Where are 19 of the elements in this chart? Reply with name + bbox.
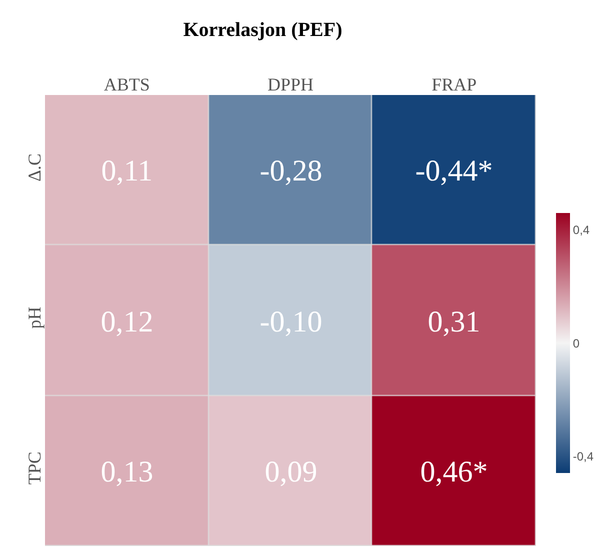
data-label: 0,46* [420,456,488,488]
color-bar-label: -0,4 [572,449,594,464]
y-tick-label: Δ.C [24,153,44,182]
color-bar-label: 0,4 [572,223,590,238]
color-bar-label: 0 [572,336,580,350]
x-tick-label: DPPH [267,74,314,94]
y-tick-label: pH [24,306,44,329]
chart-title: Korrelasjon (PEF) [183,19,342,42]
data-label: 0,31 [428,306,480,338]
y-tick-label: TPC [24,452,44,485]
data-label: 0,09 [264,456,318,488]
data-label: -0,10 [260,306,322,338]
x-tick-label: FRAP [432,74,477,94]
data-label: 0,12 [100,306,154,338]
data-label: 0,11 [101,154,153,188]
data-label: -0,44* [415,154,493,188]
data-label: 0,13 [100,456,154,488]
x-tick-label: ABTS [104,74,150,94]
data-label: -0,28 [260,154,322,188]
